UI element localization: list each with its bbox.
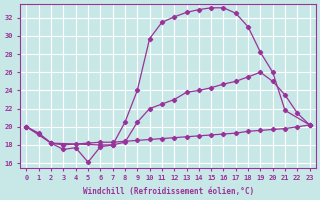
X-axis label: Windchill (Refroidissement éolien,°C): Windchill (Refroidissement éolien,°C)	[83, 187, 254, 196]
